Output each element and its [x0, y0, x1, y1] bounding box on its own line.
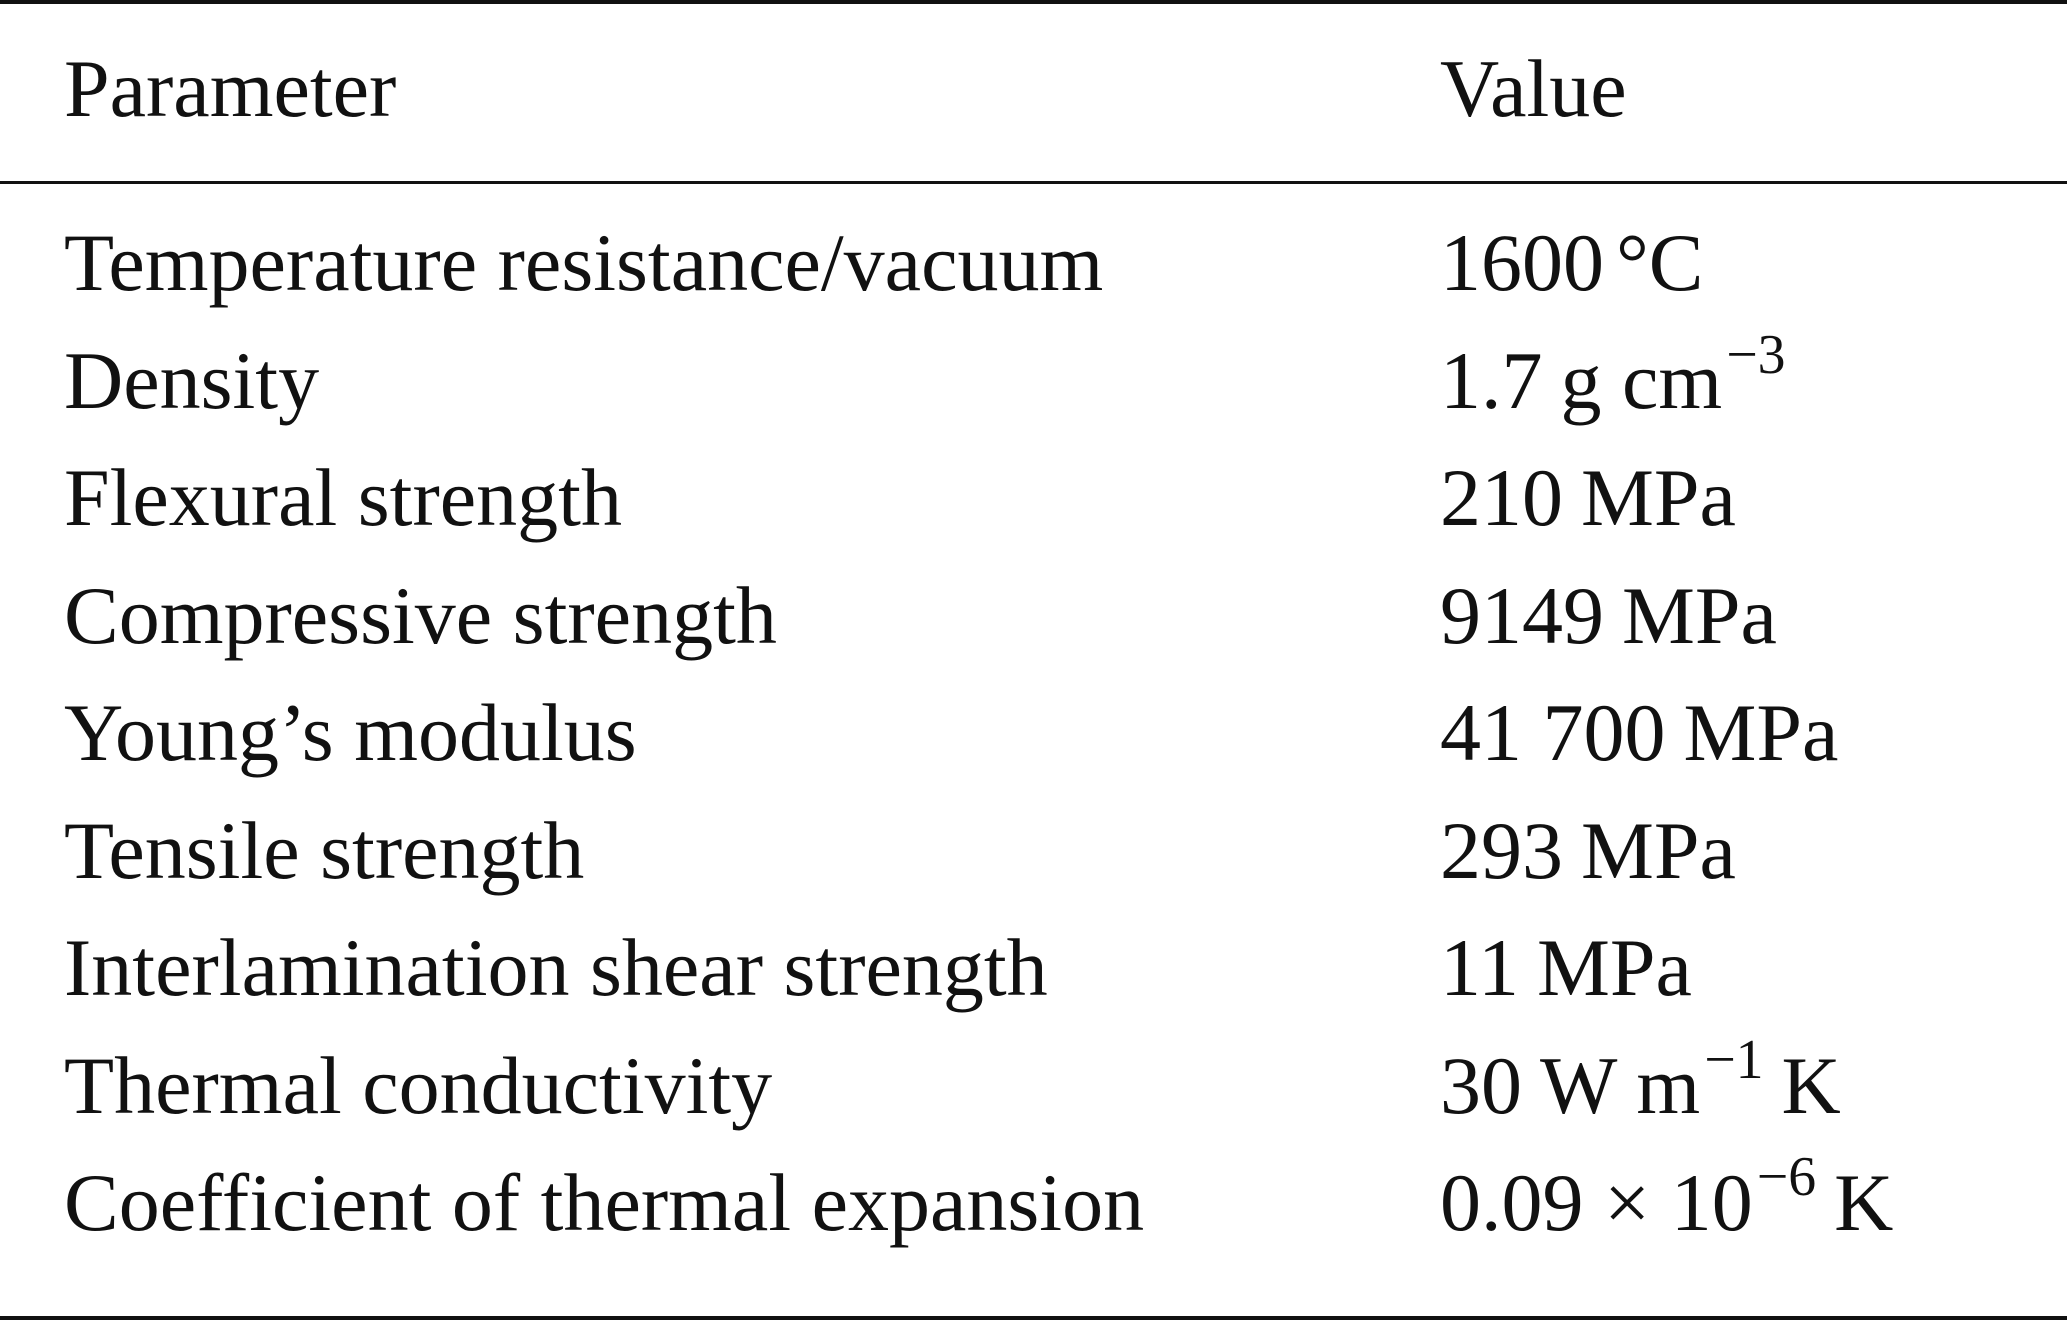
value-exponent: −3 [1726, 324, 1786, 387]
value-unit-tail: K [1834, 1157, 1894, 1248]
table-row-value: 293 MPa [1440, 810, 1736, 892]
value-exponent: −6 [1756, 1146, 1817, 1209]
value-number: 9149 [1440, 570, 1604, 661]
value-unit: g cm [1560, 335, 1723, 426]
table-bottom-rule [0, 1316, 2067, 1320]
value-number: 1600 [1440, 217, 1604, 308]
table-row-parameter: Compressive strength [64, 570, 777, 661]
value-unit: MPa [1581, 805, 1736, 896]
value-unit-tail: K [1781, 1040, 1841, 1131]
value-unit: MPa [1581, 452, 1736, 543]
table-row-parameter: Tensile strength [64, 805, 585, 896]
value-number: 1.7 [1440, 335, 1543, 426]
value-unit: MPa [1683, 687, 1839, 778]
table-row-parameter: Flexural strength [64, 452, 622, 543]
table-row-parameter: Thermal conductivity [64, 1040, 773, 1131]
table-row-parameter: Young’s modulus [64, 687, 637, 778]
value-number: 210 [1440, 452, 1563, 543]
value-number: 0.09 × 10 [1440, 1157, 1753, 1248]
table-top-rule [0, 0, 2067, 4]
value-unit: °C [1616, 217, 1704, 308]
table-row-parameter: Coefficient of thermal expansion [64, 1157, 1145, 1248]
table-row-parameter: Temperature resistance/vacuum [64, 217, 1104, 308]
value-exponent: −1 [1704, 1029, 1764, 1092]
table-row-value: 11 MPa [1440, 927, 1692, 1009]
value-unit: MPa [1622, 570, 1777, 661]
table-header-rule [0, 181, 2067, 184]
table-row-value: 41 700 MPa [1440, 692, 1838, 774]
value-number: 41 700 [1440, 687, 1666, 778]
table-row-value: 1600 °C [1440, 222, 1704, 304]
value-number: 293 [1440, 805, 1563, 896]
value-number: 30 [1440, 1040, 1522, 1131]
value-unit: W m [1540, 1040, 1701, 1131]
value-number: 11 [1440, 922, 1519, 1013]
header-parameter: Parameter [64, 43, 397, 134]
table-row-parameter: Density [64, 335, 320, 426]
table-row-value: 210 MPa [1440, 457, 1736, 539]
table-row-value: 9149 MPa [1440, 575, 1777, 657]
header-value: Value [1440, 43, 1627, 134]
table-row-value: 0.09 × 10−6 K [1440, 1150, 1893, 1244]
table-row-parameter: Interlamination shear strength [64, 922, 1048, 1013]
value-unit: MPa [1536, 922, 1692, 1013]
table-row-value: 30 W m−1 K [1440, 1033, 1841, 1127]
table-row-value: 1.7 g cm−3 [1440, 328, 1786, 422]
